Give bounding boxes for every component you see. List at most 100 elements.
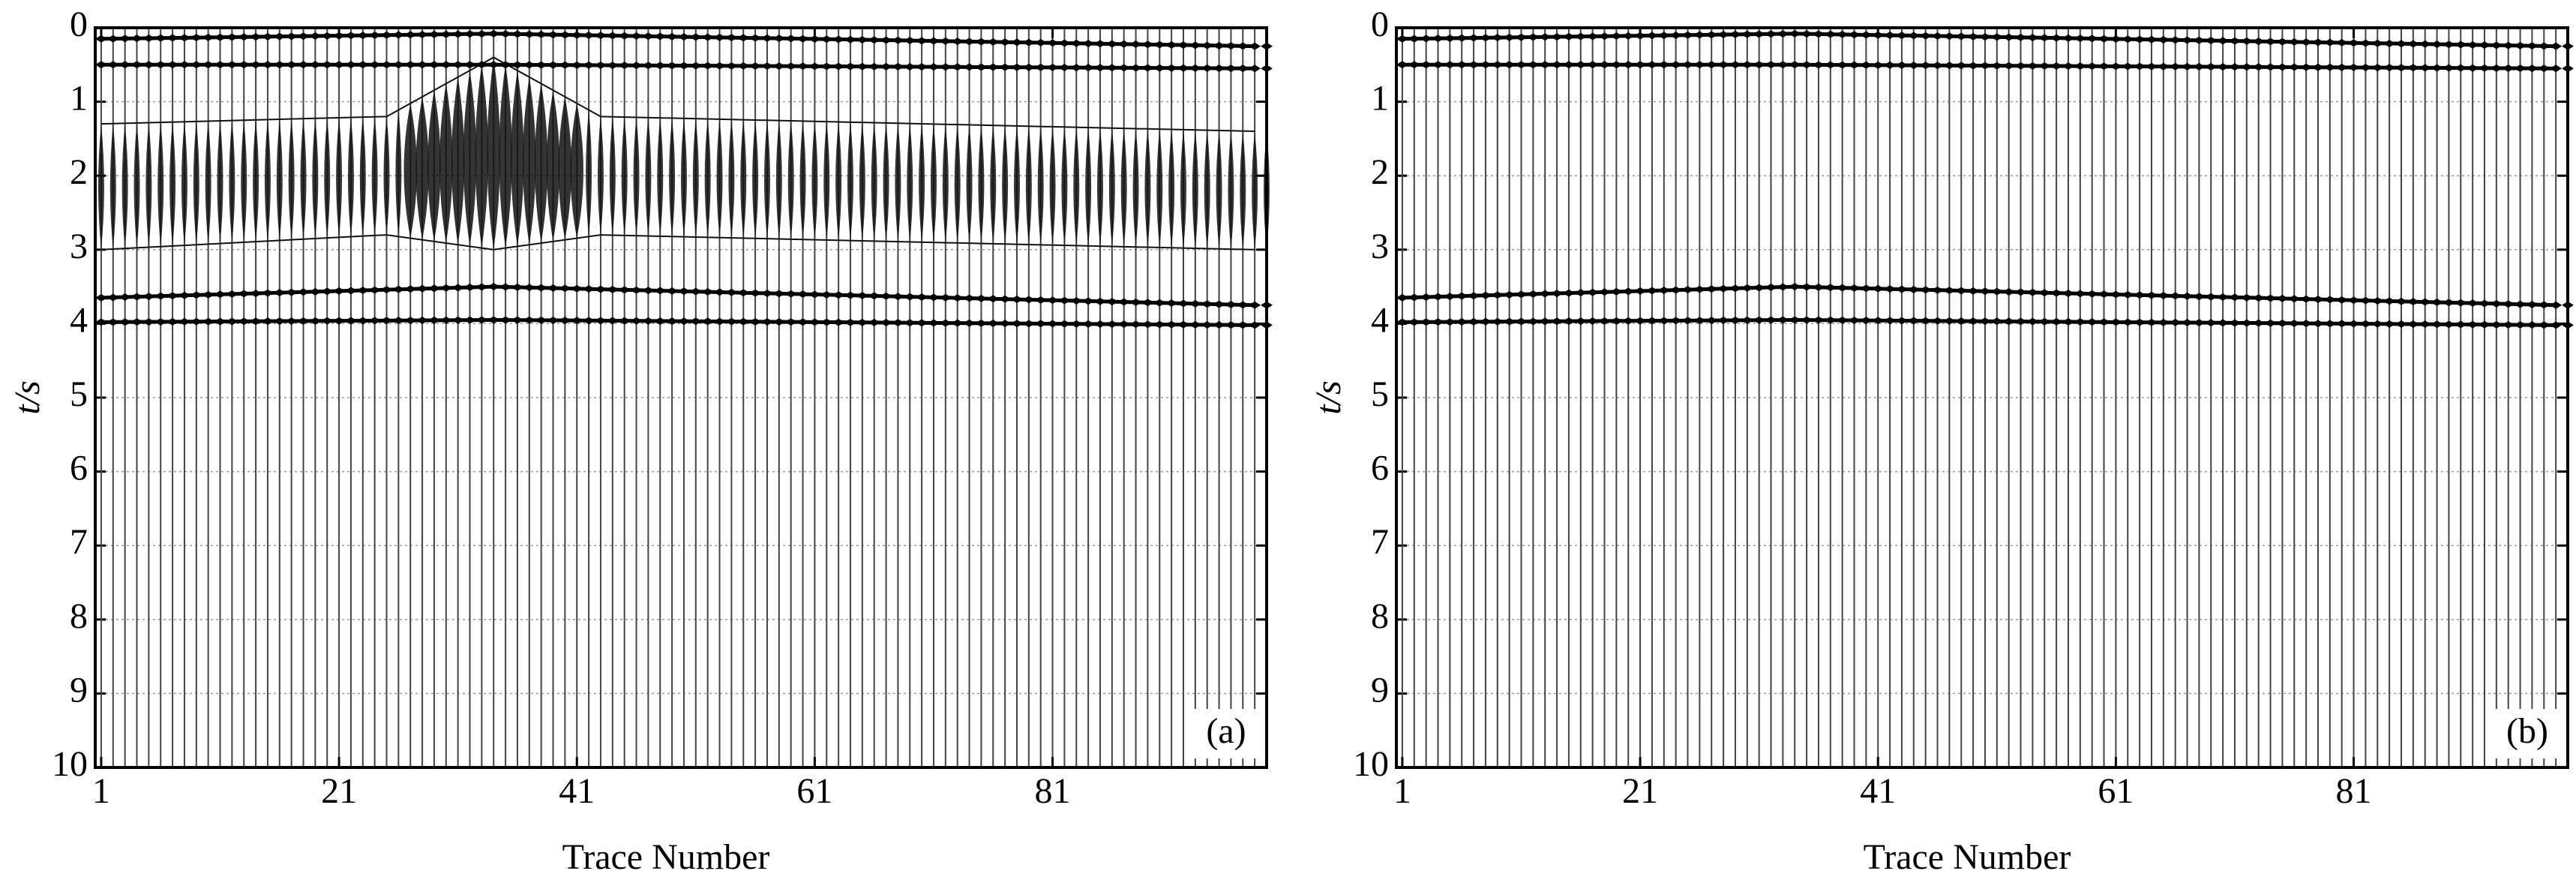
y-tick-label: 10: [52, 744, 88, 784]
noise-wavelet: [157, 122, 164, 247]
y-tick-label: 2: [70, 152, 88, 192]
noise-wavelet: [1120, 128, 1127, 247]
noise-wavelet: [1073, 127, 1080, 246]
noise-wavelet: [121, 123, 128, 249]
y-tick-label: 6: [70, 449, 88, 488]
noise-wavelet: [847, 122, 853, 241]
y-tick-label: 9: [1371, 670, 1389, 710]
noise-wavelet: [919, 124, 925, 242]
noise-wavelet: [1156, 129, 1163, 248]
noise-wavelet: [633, 117, 640, 236]
panel-label-box: [2493, 709, 2562, 758]
noise-wavelet: [276, 119, 283, 241]
panel-label: (b): [2506, 711, 2548, 751]
event: [1402, 284, 2557, 308]
noise-wavelet: [597, 116, 604, 236]
panel-label-box: [1192, 709, 1261, 758]
noise-wavelet: [558, 97, 572, 240]
noise-wavelet: [499, 64, 512, 248]
noise-wavelet: [1085, 128, 1092, 246]
noise-edge: [100, 234, 1255, 251]
noise-wavelet: [990, 125, 997, 244]
y-tick-label: 5: [70, 374, 88, 414]
noise-wavelet: [97, 124, 104, 250]
y-tick-label: 7: [70, 522, 88, 562]
noise-wavelet: [487, 57, 500, 250]
y-tick-label: 3: [70, 227, 88, 266]
noise-wavelet: [253, 119, 259, 242]
noise-wavelet: [288, 119, 295, 240]
y-tick-label: 4: [70, 300, 88, 340]
y-tick-label: 0: [1371, 5, 1389, 44]
x-tick-label: 21: [321, 771, 357, 811]
noise-wavelet: [403, 103, 417, 239]
x-tick-label: 1: [1393, 771, 1411, 811]
noise-wavelet: [692, 119, 699, 237]
noise-wavelet: [621, 117, 628, 236]
noise-wavelet: [1144, 128, 1151, 248]
noise-wavelet: [716, 119, 723, 238]
y-axis-label: t/s: [7, 380, 47, 414]
noise-wavelet: [883, 122, 889, 242]
noise-wavelet: [300, 119, 307, 239]
noise-wavelet: [475, 64, 489, 248]
noise-wavelet: [728, 119, 735, 239]
noise-wavelet: [1014, 125, 1020, 245]
noise-wavelet: [145, 122, 152, 248]
noise-wavelet: [324, 118, 331, 239]
x-axis-label: Trace Number: [562, 837, 770, 877]
event: [1402, 32, 2557, 49]
noise-wavelet: [811, 121, 818, 240]
noise-wavelet: [181, 122, 187, 246]
event: [100, 62, 1255, 71]
noise-wavelet: [1061, 127, 1068, 246]
noise-wavelet: [312, 118, 319, 239]
noise-wavelet: [395, 110, 402, 237]
y-tick-label: 8: [70, 596, 88, 636]
noise-wavelet: [347, 117, 354, 237]
y-tick-label: 3: [1371, 227, 1389, 266]
event: [100, 284, 1255, 308]
noise-wavelet: [229, 120, 235, 243]
noise-wavelet: [871, 122, 877, 242]
noise-wavelet: [570, 103, 583, 239]
noise-wavelet: [645, 117, 652, 236]
noise-wavelet: [1204, 130, 1210, 249]
noise-wavelet: [1192, 130, 1198, 249]
noise-wavelet: [859, 122, 865, 241]
noise-wavelet: [1025, 126, 1032, 245]
noise-wavelet: [966, 125, 973, 244]
noise-wavelet: [823, 122, 830, 240]
y-tick-label: 2: [1371, 152, 1389, 192]
y-tick-label: 1: [70, 79, 88, 119]
y-tick-label: 5: [1371, 374, 1389, 414]
noise-wavelet: [1240, 131, 1246, 250]
noise-wavelet: [1002, 125, 1009, 245]
noise-wavelet: [775, 120, 782, 239]
x-tick-label: 61: [2098, 771, 2134, 811]
x-tick-label: 1: [92, 771, 110, 811]
noise-wavelet: [1216, 130, 1222, 249]
noise-wavelet: [931, 124, 937, 243]
x-tick-label: 41: [1860, 771, 1896, 811]
event: [1402, 62, 2557, 71]
noise-wavelet: [217, 121, 223, 244]
plot-frame: [1395, 26, 2569, 769]
noise-wavelet: [1180, 129, 1186, 248]
noise-wavelet: [193, 121, 199, 245]
x-axis-label: Trace Number: [1864, 837, 2071, 877]
noise-wavelet: [942, 124, 949, 243]
noise-wavelet: [1252, 131, 1258, 250]
noise-wavelet: [336, 117, 343, 238]
noise-wavelet: [451, 77, 465, 245]
x-tick-label: 81: [1035, 771, 1071, 811]
noise-wavelet: [609, 116, 616, 236]
noise-wavelet: [1168, 129, 1175, 248]
noise-wavelet: [383, 116, 390, 236]
noise-wavelet: [1108, 128, 1115, 247]
noise-wavelet: [1228, 131, 1234, 250]
noise-wavelet: [787, 121, 794, 239]
noise-wavelet: [511, 70, 524, 247]
